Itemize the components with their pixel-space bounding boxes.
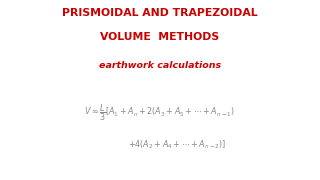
Text: earthwork calculations: earthwork calculations [99,61,221,70]
Text: VOLUME  METHODS: VOLUME METHODS [100,32,220,42]
Text: PRISMOIDAL AND TRAPEZOIDAL: PRISMOIDAL AND TRAPEZOIDAL [62,8,258,18]
Text: $+ 4(A_2 + A_4 + \cdots + A_{n-2})]$: $+ 4(A_2 + A_4 + \cdots + A_{n-2})]$ [128,139,227,151]
Text: $V \approx \dfrac{L}{3}[A_1 + A_n + 2(A_3 + A_5 + \cdots + A_{n-1})$: $V \approx \dfrac{L}{3}[A_1 + A_n + 2(A_… [84,103,236,123]
